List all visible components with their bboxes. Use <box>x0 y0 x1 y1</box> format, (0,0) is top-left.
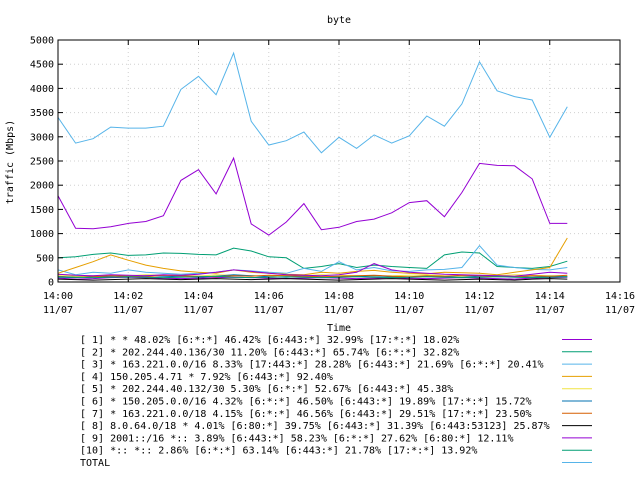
series-line-9 <box>57 263 568 277</box>
legend-entry-6: [ 6] * 150.205.0.0/16 4.32% [6:*:*] 46.5… <box>80 397 532 408</box>
series-line-11 <box>57 51 568 154</box>
legend-entry-9: [ 9] 2001::/16 *:: 3.89% [6:443:*] 58.23… <box>80 433 513 444</box>
y-ticks: 0 500 1000 1500 2000 2500 3000 3500 4000 4500 5000 <box>30 36 620 289</box>
legend-entry-5: [ 5] * 202.244.40.132/30 5.30% [6:*:*] 5… <box>80 384 453 395</box>
x-tick-time-label: 14:12 <box>464 291 494 302</box>
y-tick-label: 4000 <box>30 84 54 95</box>
legend-entry-3: [ 3] * 163.221.0.0/16 8.33% [17:443:*] 2… <box>80 360 544 371</box>
x-tick-date-label: 11/07 <box>464 305 494 316</box>
y-tick-label: 0 <box>48 278 54 289</box>
legend-entry-1: [ 1] * * 48.02% [6:*:*] 46.42% [6:443:*]… <box>80 335 459 346</box>
legend-entry-8: [ 8] 8.0.64.0/18 * 4.01% [6:80:*] 39.75%… <box>80 421 550 432</box>
y-tick-label: 5000 <box>30 36 54 47</box>
x-tick-date-label: 11/07 <box>535 305 565 316</box>
x-tick-time-label: 14:08 <box>324 291 354 302</box>
x-tick-time-label: 14:06 <box>254 291 284 302</box>
x-tick-date-label: 11/07 <box>254 305 284 316</box>
y-tick-label: 2500 <box>30 157 54 168</box>
grid <box>58 40 620 282</box>
x-tick-date-label: 11/07 <box>113 305 143 316</box>
y-tick-label: 1500 <box>30 205 54 216</box>
legend-entry-11: TOTAL <box>80 458 110 469</box>
x-tick-date-label: 11/07 <box>324 305 354 316</box>
legend-entry-7: [ 7] * 163.221.0.0/18 4.15% [6:*:*] 46.5… <box>80 409 532 420</box>
x-axis-label: Time <box>327 323 351 334</box>
y-tick-label: 4500 <box>30 60 54 71</box>
y-axis-label: traffic (Mbps) <box>5 120 16 204</box>
x-tick-time-label: 14:14 <box>535 291 565 302</box>
legend-entry-10: [10] *:: *:: 2.86% [6:*:*] 63.14% [6:443… <box>80 446 477 457</box>
chart-title: byte <box>327 15 351 26</box>
x-tick-date-label: 11/07 <box>605 305 635 316</box>
series-line-8 <box>57 278 568 281</box>
series-line-2 <box>57 247 568 269</box>
x-tick-date-label: 11/07 <box>394 305 424 316</box>
x-tick-time-label: 14:04 <box>183 291 213 302</box>
y-tick-label: 500 <box>36 253 54 264</box>
series-line-3 <box>57 244 568 276</box>
y-tick-label: 1000 <box>30 229 54 240</box>
series-line-10 <box>57 275 568 279</box>
x-tick-date-label: 11/07 <box>183 305 213 316</box>
legend-entry-4: [ 4] 150.205.4.71 * 7.92% [6:443:*] 92.4… <box>80 372 333 383</box>
series-lines <box>57 51 568 281</box>
series-line-4 <box>57 237 568 276</box>
y-tick-label: 2000 <box>30 181 54 192</box>
x-tick-time-label: 14:10 <box>394 291 424 302</box>
legend: [ 1] * * 48.02% [6:*:*] 46.42% [6:443:*]… <box>80 335 592 469</box>
y-tick-label: 3000 <box>30 132 54 143</box>
series-line-12 <box>57 156 568 236</box>
x-tick-time-label: 14:16 <box>605 291 635 302</box>
legend-entry-2: [ 2] * 202.244.40.136/30 11.20% [6:443:*… <box>80 347 459 358</box>
x-tick-time-label: 14:02 <box>113 291 143 302</box>
y-tick-label: 3500 <box>30 108 54 119</box>
x-tick-date-label: 11/07 <box>43 305 73 316</box>
x-tick-time-label: 14:00 <box>43 291 73 302</box>
x-ticks: 14:00 11/07 14:02 11/07 14:04 11/07 14:06 11/07… <box>43 40 635 316</box>
